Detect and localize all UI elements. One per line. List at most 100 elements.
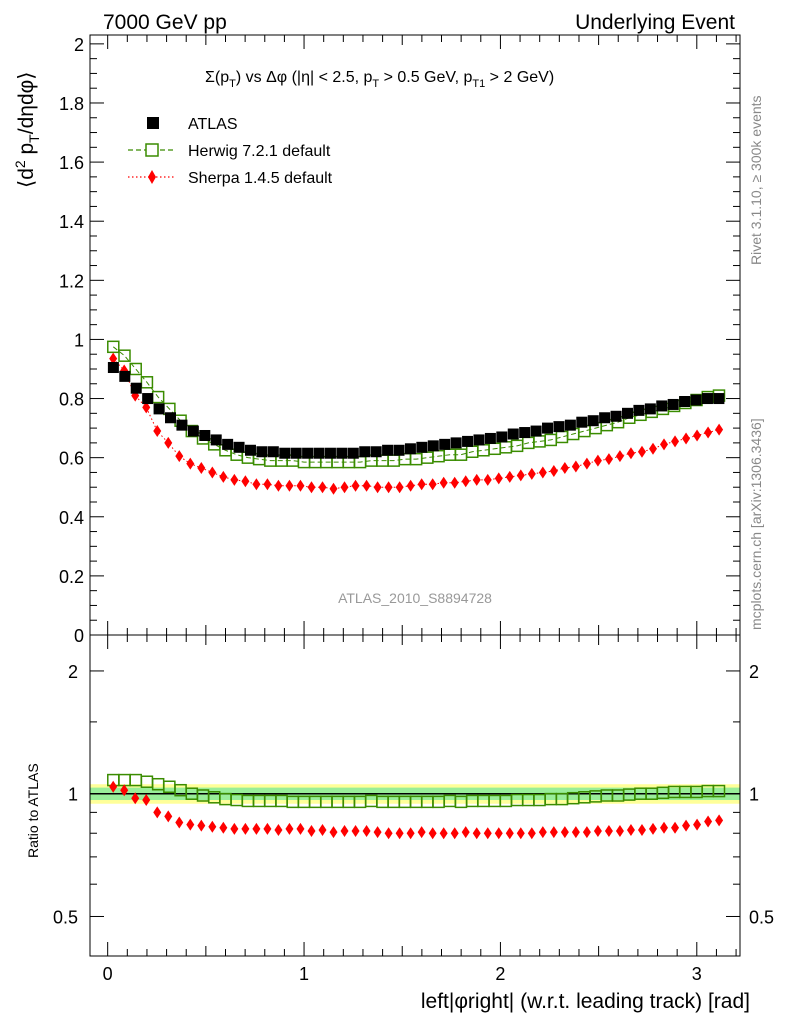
ratio-y-axis-label: Ratio to ATLAS — [25, 763, 41, 858]
ratio-sherpa-point — [549, 826, 558, 839]
ratio-sherpa-point — [120, 784, 129, 797]
ratio-sherpa-point — [340, 825, 349, 838]
ratio-sherpa-point — [450, 827, 459, 840]
ratio-sherpa-point — [307, 825, 316, 838]
main-sherpa-point — [604, 453, 613, 466]
main-sherpa-point — [197, 462, 206, 475]
main-sherpa-point — [671, 435, 680, 448]
x-axis-label: left|φright| (w.r.t. leading track) [rad… — [421, 990, 750, 1013]
ratio-y-tick-label: 1 — [68, 785, 78, 805]
main-atlas-point — [290, 447, 302, 459]
main-sherpa-point — [329, 482, 338, 495]
x-tick-label: 0 — [103, 964, 113, 984]
main-atlas-point — [599, 412, 611, 424]
main-sherpa-point — [538, 466, 547, 479]
legend: ATLAS Herwig 7.2.1 default Sherpa 1.4.5 … — [128, 116, 333, 187]
main-atlas-point — [519, 427, 531, 439]
main-sherpa-point — [186, 457, 195, 470]
ratio-series-sherpa-1-4-5-default — [109, 780, 724, 840]
ratio-sherpa-point — [318, 823, 327, 836]
main-sherpa-point — [285, 479, 294, 492]
ratio-sherpa-point — [175, 816, 184, 829]
main-atlas-point — [393, 444, 405, 456]
ratio-sherpa-point — [351, 825, 360, 838]
ratio-sherpa-point — [208, 820, 217, 833]
main-herwig-point — [421, 451, 434, 464]
main-sherpa-point — [318, 481, 327, 494]
ratio-uncertainty-bands — [90, 784, 740, 804]
main-sherpa-point — [527, 467, 536, 480]
main-atlas-point — [416, 441, 428, 453]
ratio-sherpa-point — [241, 822, 250, 835]
ratio-sherpa-point — [362, 825, 371, 838]
ratio-sherpa-point — [472, 827, 481, 840]
ratio-sherpa-point — [483, 827, 492, 840]
main-y-tick-label: 0.8 — [59, 390, 84, 410]
ratio-sherpa-point — [637, 823, 646, 836]
main-y-tick-label: 1.2 — [59, 271, 84, 291]
ratio-sherpa-point — [593, 825, 602, 838]
main-sherpa-point — [615, 450, 624, 463]
main-sherpa-point — [274, 479, 283, 492]
ratio-y-tick-label: 0.5 — [53, 907, 78, 927]
ratio-data-series — [107, 773, 726, 840]
main-herwig-point — [140, 376, 154, 389]
analysis-watermark: ATLAS_2010_S8894728 — [338, 590, 492, 606]
main-sherpa-point — [450, 476, 459, 489]
main-sherpa-point — [263, 478, 272, 491]
main-atlas-point — [142, 393, 154, 405]
ratio-sherpa-point — [604, 825, 613, 838]
mcplots-label: mcplots.cern.ch [arXiv:1306.3436] — [748, 418, 764, 630]
legend-sherpa-marker — [148, 170, 156, 184]
ratio-sherpa-point — [153, 806, 162, 819]
main-data-series — [107, 340, 726, 495]
ratio-sherpa-point — [626, 823, 635, 836]
main-y-tick-label: 0.2 — [59, 567, 84, 587]
main-atlas-point — [496, 431, 508, 443]
main-atlas-point — [130, 382, 142, 394]
main-atlas-point — [244, 444, 256, 456]
ratio-sherpa-point — [274, 823, 283, 836]
x-tick-label: 3 — [692, 964, 702, 984]
ratio-panel-frame — [89, 634, 741, 957]
ratio-sherpa-point — [527, 827, 536, 840]
main-sherpa-point — [461, 475, 470, 488]
main-atlas-point — [542, 422, 554, 434]
main-sherpa-point — [472, 473, 481, 486]
ratio-y-axis: 0.5 0.5 1 1 2 2 — [53, 662, 774, 928]
main-atlas-point — [564, 419, 576, 431]
main-atlas-point — [656, 400, 668, 412]
ratio-sherpa-point — [197, 819, 206, 832]
ratio-sherpa-point — [682, 819, 691, 832]
main-atlas-point — [644, 403, 656, 415]
main-sherpa-point — [428, 478, 437, 491]
main-sherpa-point — [340, 481, 349, 494]
ratio-sherpa-point — [505, 827, 514, 840]
main-panel-title: Σ(pT) vs Δφ (|η| < 2.5, pT > 0.5 GeV, pT… — [205, 69, 554, 90]
ratio-sherpa-point — [417, 826, 426, 839]
legend-atlas-marker — [147, 117, 159, 129]
ratio-sherpa-point — [538, 826, 547, 839]
main-atlas-point — [165, 412, 177, 424]
main-herwig-point — [107, 340, 120, 354]
x-tick-label: 1 — [299, 964, 309, 984]
main-y-tick-label: 1.4 — [59, 212, 84, 232]
main-y-tick-label: 1.8 — [59, 94, 84, 114]
ratio-sherpa-point — [263, 822, 272, 835]
main-sherpa-point — [560, 462, 569, 475]
main-series-line — [112, 346, 720, 463]
main-sherpa-point — [660, 438, 669, 451]
main-atlas-point — [302, 447, 314, 459]
ratio-sherpa-point — [461, 826, 470, 839]
main-sherpa-point — [406, 479, 415, 492]
main-sherpa-point — [571, 460, 580, 473]
main-sherpa-point — [704, 426, 713, 439]
ratio-sherpa-point — [329, 826, 338, 839]
main-atlas-point — [587, 415, 599, 427]
main-y-tick-label: 1.6 — [59, 153, 84, 173]
ratio-sherpa-point — [571, 826, 580, 839]
ratio-y-tick-label-right: 0.5 — [749, 907, 774, 927]
main-atlas-point — [187, 425, 199, 437]
main-atlas-point — [633, 404, 645, 416]
